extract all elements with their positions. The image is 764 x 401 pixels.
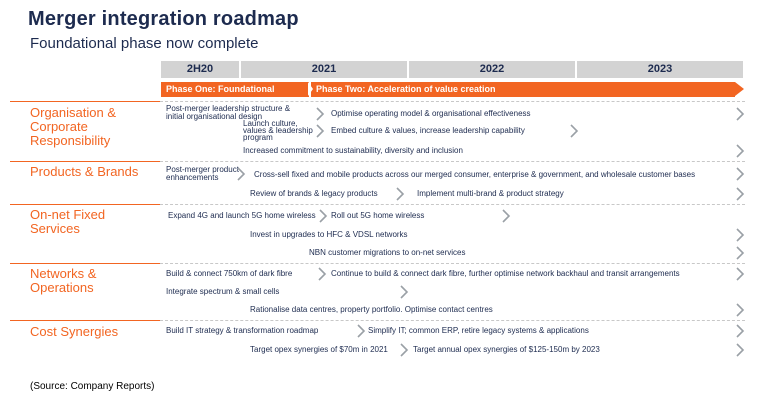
chevron-right-icon bbox=[500, 208, 512, 224]
roadmap-item: Cross-sell fixed and mobile products acr… bbox=[254, 170, 696, 179]
phase-two-banner: Phase Two: Acceleration of value creatio… bbox=[311, 82, 735, 97]
chevron-right-icon bbox=[734, 245, 746, 261]
page-subtitle: Foundational phase now complete bbox=[30, 35, 259, 52]
section-divider bbox=[10, 263, 160, 264]
chevron-right-icon bbox=[734, 143, 746, 159]
roadmap-item: Implement multi-brand & product strategy bbox=[417, 189, 564, 198]
roadmap-item: Launch culture, bbox=[243, 119, 298, 128]
roadmap-item: Invest in upgrades to HFC & VDSL network… bbox=[250, 230, 408, 239]
chevron-right-icon bbox=[398, 342, 410, 358]
chevron-right-icon bbox=[734, 106, 746, 122]
section-divider-dashed bbox=[160, 101, 745, 102]
chevron-right-icon bbox=[314, 123, 326, 139]
chevron-right-icon bbox=[734, 186, 746, 202]
section-label: Corporate bbox=[30, 119, 88, 134]
chevron-right-icon bbox=[568, 123, 580, 139]
roadmap-item: values & leadership bbox=[243, 126, 313, 135]
section-divider-dashed bbox=[160, 320, 745, 321]
chevron-right-icon bbox=[734, 266, 746, 282]
roadmap-item: Target opex synergies of $70m in 2021 bbox=[250, 345, 388, 354]
chevron-right-icon bbox=[734, 342, 746, 358]
roadmap-item: Build & connect 750km of dark fibre bbox=[166, 269, 293, 278]
section-label: Products & Brands bbox=[30, 164, 139, 179]
chevron-right-icon bbox=[734, 227, 746, 243]
chevron-right-icon bbox=[316, 266, 328, 282]
roadmap-item: Expand 4G and launch 5G home wireless bbox=[168, 211, 316, 220]
roadmap-item: Roll out 5G home wireless bbox=[331, 211, 425, 220]
section-label: Operations bbox=[30, 280, 94, 295]
section-label: Responsibility bbox=[30, 133, 111, 148]
roadmap-item: Post-merger product bbox=[166, 165, 239, 174]
chevron-right-icon bbox=[355, 323, 367, 339]
chevron-right-icon bbox=[398, 284, 410, 300]
period-header-2021: 2021 bbox=[241, 61, 407, 78]
roadmap-item: program bbox=[243, 133, 273, 142]
section-label: Networks & bbox=[30, 266, 97, 281]
period-header-2h20: 2H20 bbox=[161, 61, 239, 78]
section-label: Cost Synergies bbox=[30, 324, 119, 339]
section-divider-dashed bbox=[160, 161, 745, 162]
section-divider-dashed bbox=[160, 204, 745, 205]
section-label: Services bbox=[30, 221, 80, 236]
page-title: Merger integration roadmap bbox=[28, 8, 299, 30]
roadmap-item: Embed culture & values, increase leaders… bbox=[331, 126, 525, 135]
chevron-right-icon bbox=[734, 166, 746, 182]
period-header-2023: 2023 bbox=[577, 61, 743, 78]
roadmap-item: Target annual opex synergies of $125-150… bbox=[413, 345, 600, 354]
phase-arrow-icon bbox=[735, 82, 744, 96]
chevron-right-icon bbox=[314, 106, 326, 122]
roadmap-item: Build IT strategy & transformation roadm… bbox=[166, 326, 319, 335]
section-divider bbox=[10, 204, 160, 205]
phase-one-banner: Phase One: Foundational bbox=[161, 82, 309, 97]
roadmap-item: NBN customer migrations to on-net servic… bbox=[309, 248, 466, 257]
roadmap-item: Optimise operating model & organisationa… bbox=[331, 109, 531, 118]
roadmap-item: Review of brands & legacy products bbox=[250, 189, 378, 198]
roadmap-item: Continue to build & connect dark fibre, … bbox=[331, 269, 680, 278]
roadmap-item: Increased commitment to sustainability, … bbox=[243, 146, 463, 155]
section-label: On-net Fixed bbox=[30, 207, 106, 222]
chevron-right-icon bbox=[235, 166, 247, 182]
chevron-right-icon bbox=[394, 186, 406, 202]
phase-separator bbox=[308, 82, 313, 96]
roadmap-item: Rationalise data centres, property portf… bbox=[250, 305, 493, 314]
roadmap-item: initial organisational design bbox=[166, 112, 263, 121]
roadmap-item: Integrate spectrum & small cells bbox=[166, 287, 280, 296]
period-header-2022: 2022 bbox=[409, 61, 575, 78]
section-divider bbox=[10, 101, 160, 102]
section-divider bbox=[10, 161, 160, 162]
roadmap-item: enhancements bbox=[166, 173, 219, 182]
chevron-right-icon bbox=[734, 302, 746, 318]
roadmap-item: Simplify IT; common ERP, retire legacy s… bbox=[368, 326, 589, 335]
section-divider-dashed bbox=[160, 263, 745, 264]
chevron-right-icon bbox=[734, 323, 746, 339]
chevron-right-icon bbox=[317, 208, 329, 224]
source-note: (Source: Company Reports) bbox=[30, 381, 155, 392]
section-divider bbox=[10, 320, 160, 321]
roadmap-item: Post-merger leadership structure & bbox=[166, 104, 291, 113]
section-label: Organisation & bbox=[30, 105, 116, 120]
